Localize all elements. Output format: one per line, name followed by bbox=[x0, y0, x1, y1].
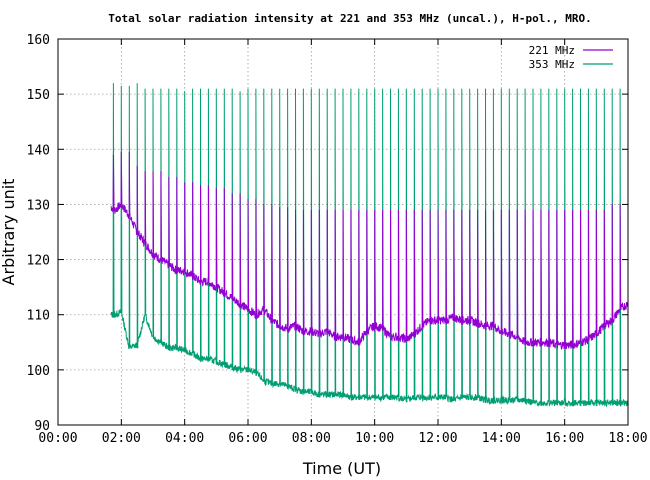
x-tick-label: 18:00 bbox=[608, 431, 647, 446]
x-tick-label: 06:00 bbox=[228, 431, 267, 446]
y-tick-label: 160 bbox=[27, 33, 50, 48]
series-line-353-mhz bbox=[110, 83, 629, 408]
x-tick-label: 08:00 bbox=[292, 431, 331, 446]
axis-ticks: 90 100 110 120 130 140 150 160 00:00 02:00 04:00 06… bbox=[27, 33, 648, 446]
x-tick-label: 02:00 bbox=[102, 431, 141, 446]
y-tick-label: 120 bbox=[27, 254, 50, 269]
series-layer bbox=[110, 83, 629, 408]
y-tick-label: 130 bbox=[27, 198, 50, 213]
x-tick-label: 04:00 bbox=[165, 431, 204, 446]
x-tick-label: 00:00 bbox=[38, 431, 77, 446]
y-axis-label: Arbitrary unit bbox=[0, 179, 18, 286]
y-tick-label: 90 bbox=[34, 419, 50, 434]
y-tick-label: 150 bbox=[27, 88, 50, 103]
y-tick-label: 100 bbox=[27, 364, 50, 379]
legend-label: 353 MHz bbox=[529, 58, 575, 71]
series-line-221-mhz bbox=[110, 151, 629, 350]
y-tick-label: 110 bbox=[27, 309, 50, 324]
plot-frame bbox=[57, 38, 629, 426]
x-axis-label: Time (UT) bbox=[302, 459, 381, 478]
x-tick-label: 12:00 bbox=[418, 431, 457, 446]
x-tick-label: 14:00 bbox=[482, 431, 521, 446]
x-tick-label: 10:00 bbox=[355, 431, 394, 446]
y-tick-label: 140 bbox=[27, 143, 50, 158]
chart-title: Total solar radiation intensity at 221 a… bbox=[108, 12, 591, 25]
x-tick-label: 16:00 bbox=[545, 431, 584, 446]
legend-label: 221 MHz bbox=[529, 44, 575, 57]
